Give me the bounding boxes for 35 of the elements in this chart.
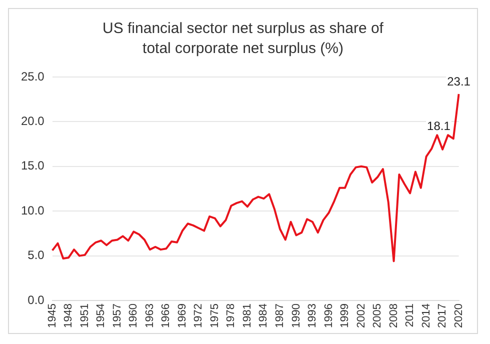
y-tick-label: 15.0 (20, 158, 45, 173)
x-tick-label: 1984 (258, 304, 270, 328)
x-tick-label: 1981 (241, 304, 254, 328)
x-tick-label: 1963 (144, 304, 156, 328)
x-tick-label: 1993 (306, 304, 319, 328)
x-tick-label: 2014 (420, 304, 432, 328)
x-tick-label: 1966 (160, 304, 172, 328)
x-tick-label: 2002 (355, 304, 368, 328)
x-tick-label: 1972 (192, 304, 205, 328)
y-tick-label: 20.0 (20, 114, 45, 128)
x-tick-label: 2020 (452, 304, 465, 328)
x-tick-label: 1954 (95, 304, 108, 328)
x-tick-label: 1957 (111, 304, 124, 328)
x-tick-label: 1975 (208, 304, 221, 328)
x-tick-label: 1951 (78, 304, 91, 328)
x-tick-label: 2008 (388, 304, 400, 328)
data-label: 18.1 (427, 119, 451, 134)
x-tick-label: 2017 (436, 304, 449, 328)
x-tick-label: 1999 (339, 304, 352, 328)
x-tick-label: 2011 (404, 304, 416, 328)
y-tick-label: 5.0 (28, 248, 45, 262)
x-tick-label: 1960 (128, 304, 140, 328)
x-tick-label: 1987 (274, 304, 286, 328)
y-tick-label: 25.0 (20, 69, 45, 84)
y-tick-label: 10.0 (20, 203, 45, 218)
x-tick-label: 1990 (290, 304, 302, 328)
x-tick-label: 1996 (322, 304, 335, 328)
y-tick-label: 0.0 (28, 292, 45, 307)
data-label: 23.1 (447, 74, 471, 88)
x-tick-label: 1948 (62, 304, 75, 328)
x-tick-label: 1978 (225, 304, 238, 328)
x-tick-label: 1945 (46, 304, 58, 328)
x-tick-label: 1969 (176, 304, 188, 328)
chart-title: US financial sector net surplus as share of total corporate net surplus (%) (102, 19, 384, 59)
x-tick-label: 2005 (372, 304, 384, 328)
